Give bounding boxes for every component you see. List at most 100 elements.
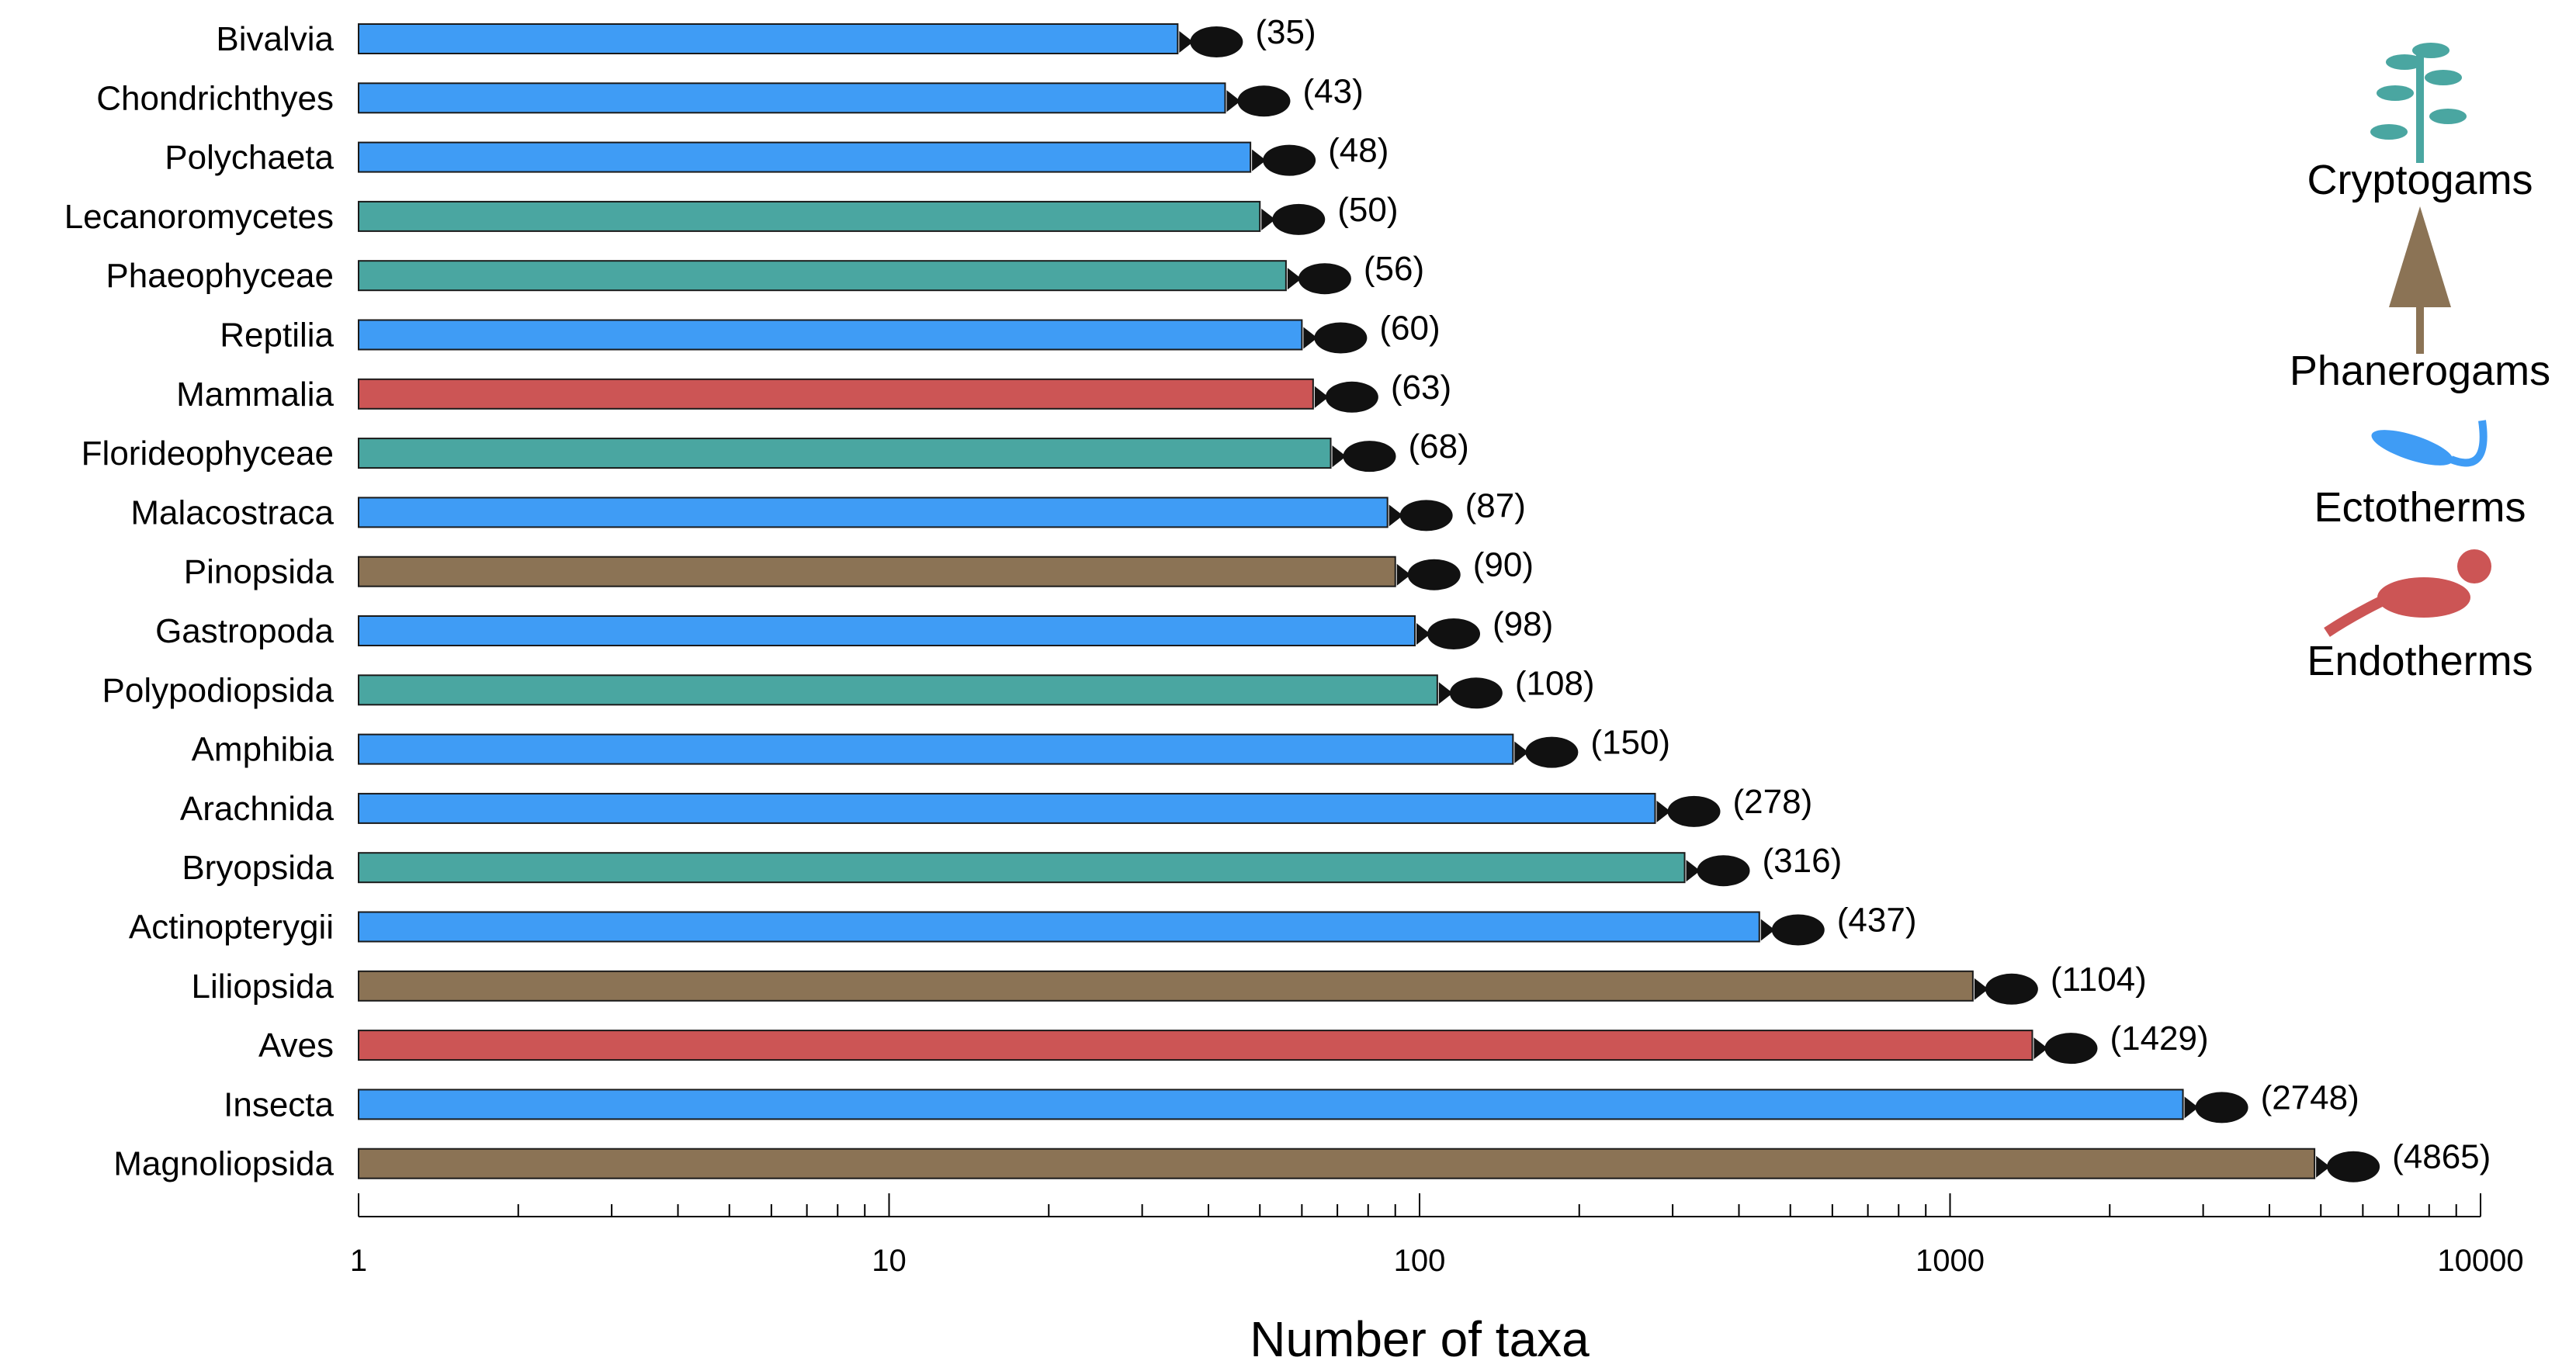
- value-label: (150): [1590, 724, 1670, 762]
- x-tick-label: 10: [872, 1244, 907, 1278]
- category-label: Bivalvia: [216, 20, 334, 58]
- category-label: Phaeophyceae: [106, 257, 334, 295]
- category-labels: Bivalvia Chondrichthyes Polychaeta Lecanoro…: [64, 20, 335, 1183]
- value-label: (437): [1837, 902, 1917, 940]
- bar: [358, 378, 1314, 410]
- mammal-icon: [2324, 549, 2491, 637]
- legend-label: Phanerogams: [2290, 348, 2550, 394]
- category-label: Amphibia: [192, 731, 335, 769]
- category-label: Reptilia: [220, 317, 334, 355]
- value-label: (98): [1493, 605, 1553, 643]
- x-tick-label: 100: [1394, 1244, 1446, 1278]
- value-label: (35): [1255, 13, 1316, 51]
- bar: [358, 674, 1438, 706]
- value-label: (1104): [2051, 961, 2147, 999]
- category-label: Aves: [258, 1027, 334, 1065]
- bar: [358, 438, 1332, 469]
- legend-item: Endotherms: [2307, 549, 2533, 684]
- taxon-silhouette-icon: [1287, 263, 1351, 295]
- value-label: (60): [1379, 310, 1440, 348]
- taxon-silhouette-icon: [1314, 381, 1378, 413]
- legend-label: Ectotherms: [2314, 484, 2526, 531]
- category-label: Insecta: [224, 1085, 334, 1123]
- bar: [358, 141, 1252, 173]
- taxon-icons: [1179, 26, 2380, 1182]
- taxon-silhouette-icon: [1261, 203, 1326, 235]
- category-label: Malacostraca: [130, 493, 334, 531]
- category-label: Actinopterygii: [129, 909, 334, 947]
- taxon-silhouette-icon: [2184, 1092, 2248, 1123]
- bar: [358, 733, 1514, 765]
- bar: [358, 792, 1656, 824]
- bar: [358, 1089, 2184, 1120]
- bar: [358, 556, 1396, 587]
- value-label: (56): [1364, 250, 1424, 288]
- taxon-silhouette-icon: [2316, 1151, 2380, 1182]
- value-label: (48): [1328, 132, 1389, 170]
- bar: [358, 911, 1760, 943]
- value-label: (278): [1733, 783, 1813, 821]
- category-label: Lecanoromycetes: [64, 198, 334, 236]
- bar: [358, 200, 1261, 232]
- conifer-tree-icon: [2389, 206, 2451, 354]
- taxon-silhouette-icon: [2033, 1033, 2098, 1065]
- taxon-silhouette-icon: [1974, 973, 2038, 1005]
- value-label: (1429): [2110, 1020, 2208, 1058]
- category-label: Liliopsida: [192, 968, 335, 1006]
- bar: [358, 260, 1287, 292]
- category-label: Mammalia: [176, 376, 334, 414]
- taxon-silhouette-icon: [1396, 559, 1461, 590]
- taxon-silhouette-icon: [1416, 618, 1481, 649]
- category-label: Bryopsida: [182, 849, 334, 887]
- taxon-silhouette-icon: [1179, 26, 1243, 57]
- value-label: (68): [1409, 428, 1469, 466]
- bar: [358, 970, 1974, 1002]
- legend-item: Ectotherms: [2314, 420, 2526, 531]
- cryptogam-plant-icon: [2370, 43, 2467, 163]
- value-label: (90): [1473, 546, 1534, 584]
- x-axis-title: Number of taxa: [1250, 1311, 1590, 1367]
- taxon-silhouette-icon: [1303, 322, 1368, 354]
- bar: [358, 23, 1179, 54]
- category-label: Gastropoda: [155, 612, 334, 650]
- bar: [358, 82, 1226, 114]
- value-label: (2748): [2261, 1078, 2359, 1117]
- taxon-silhouette-icon: [1332, 441, 1396, 473]
- category-label: Arachnida: [180, 790, 335, 828]
- category-label: Florideophyceae: [81, 434, 334, 473]
- bar: [358, 1030, 2033, 1061]
- bar: [358, 319, 1303, 351]
- bar: [358, 497, 1389, 528]
- taxon-silhouette-icon: [1252, 144, 1316, 176]
- taxon-silhouette-icon: [1389, 500, 1453, 531]
- bars: [358, 23, 2316, 1179]
- value-label: (108): [1515, 664, 1595, 702]
- legend-item: Phanerogams: [2290, 206, 2550, 394]
- category-label: Chondrichthyes: [96, 79, 334, 117]
- taxon-silhouette-icon: [1514, 736, 1579, 768]
- category-label: Polypodiopsida: [102, 671, 335, 709]
- taxon-silhouette-icon: [1760, 914, 1825, 946]
- legend-label: Endotherms: [2307, 638, 2533, 684]
- value-label: (87): [1465, 486, 1526, 525]
- legend-label: Cryptogams: [2307, 157, 2533, 203]
- x-tick-label: 1000: [1916, 1244, 1985, 1278]
- legend-item: Cryptogams: [2307, 43, 2533, 203]
- value-label: (316): [1763, 842, 1843, 880]
- x-axis: 1 10 100 1000 10000: [350, 1193, 2524, 1278]
- value-label: (50): [1337, 191, 1398, 229]
- taxon-silhouette-icon: [1438, 677, 1503, 709]
- taxon-silhouette-icon: [1686, 855, 1750, 887]
- x-tick-label: 10000: [2437, 1244, 2523, 1278]
- bar: [358, 1148, 2316, 1179]
- lizard-icon: [2371, 420, 2488, 467]
- category-label: Polychaeta: [165, 139, 334, 177]
- x-tick-label: 1: [350, 1244, 367, 1278]
- taxon-silhouette-icon: [1226, 85, 1291, 117]
- bar: [358, 852, 1686, 884]
- value-label: (63): [1391, 369, 1451, 407]
- taxon-silhouette-icon: [1656, 795, 1721, 827]
- bar: [358, 615, 1416, 646]
- legend: Cryptogams Phanerogams Ectotherms Endotherm…: [2290, 43, 2550, 684]
